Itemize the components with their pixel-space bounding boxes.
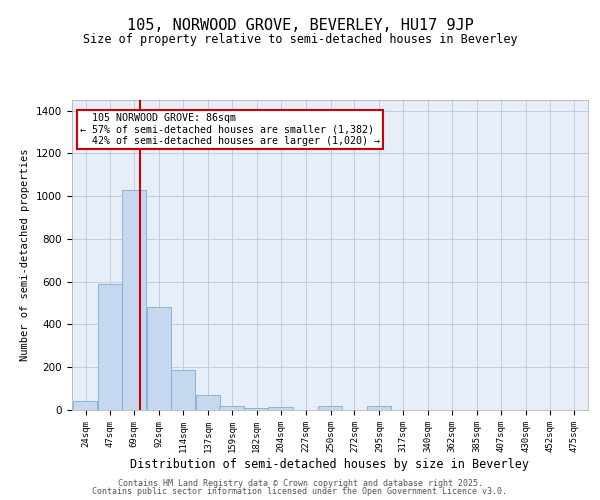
Text: 105, NORWOOD GROVE, BEVERLEY, HU17 9JP: 105, NORWOOD GROVE, BEVERLEY, HU17 9JP (127, 18, 473, 32)
Text: Contains public sector information licensed under the Open Government Licence v3: Contains public sector information licen… (92, 487, 508, 496)
Bar (73, 402, 97, 410)
Bar (98, 284, 122, 410)
Bar (220, 406, 244, 410)
Bar (268, 407, 293, 410)
Bar (318, 406, 343, 410)
Bar (196, 395, 220, 410)
Text: 105 NORWOOD GROVE: 86sqm
← 57% of semi-detached houses are smaller (1,382)
  42%: 105 NORWOOD GROVE: 86sqm ← 57% of semi-d… (80, 113, 380, 146)
Bar (147, 308, 171, 410)
Y-axis label: Number of semi-detached properties: Number of semi-detached properties (20, 149, 31, 361)
Bar (367, 406, 391, 410)
Bar (170, 370, 195, 410)
Text: Contains HM Land Registry data © Crown copyright and database right 2025.: Contains HM Land Registry data © Crown c… (118, 478, 482, 488)
Text: Size of property relative to semi-detached houses in Beverley: Size of property relative to semi-detach… (83, 32, 517, 46)
Bar (122, 190, 146, 410)
Bar (244, 408, 269, 410)
X-axis label: Distribution of semi-detached houses by size in Beverley: Distribution of semi-detached houses by … (131, 458, 530, 470)
